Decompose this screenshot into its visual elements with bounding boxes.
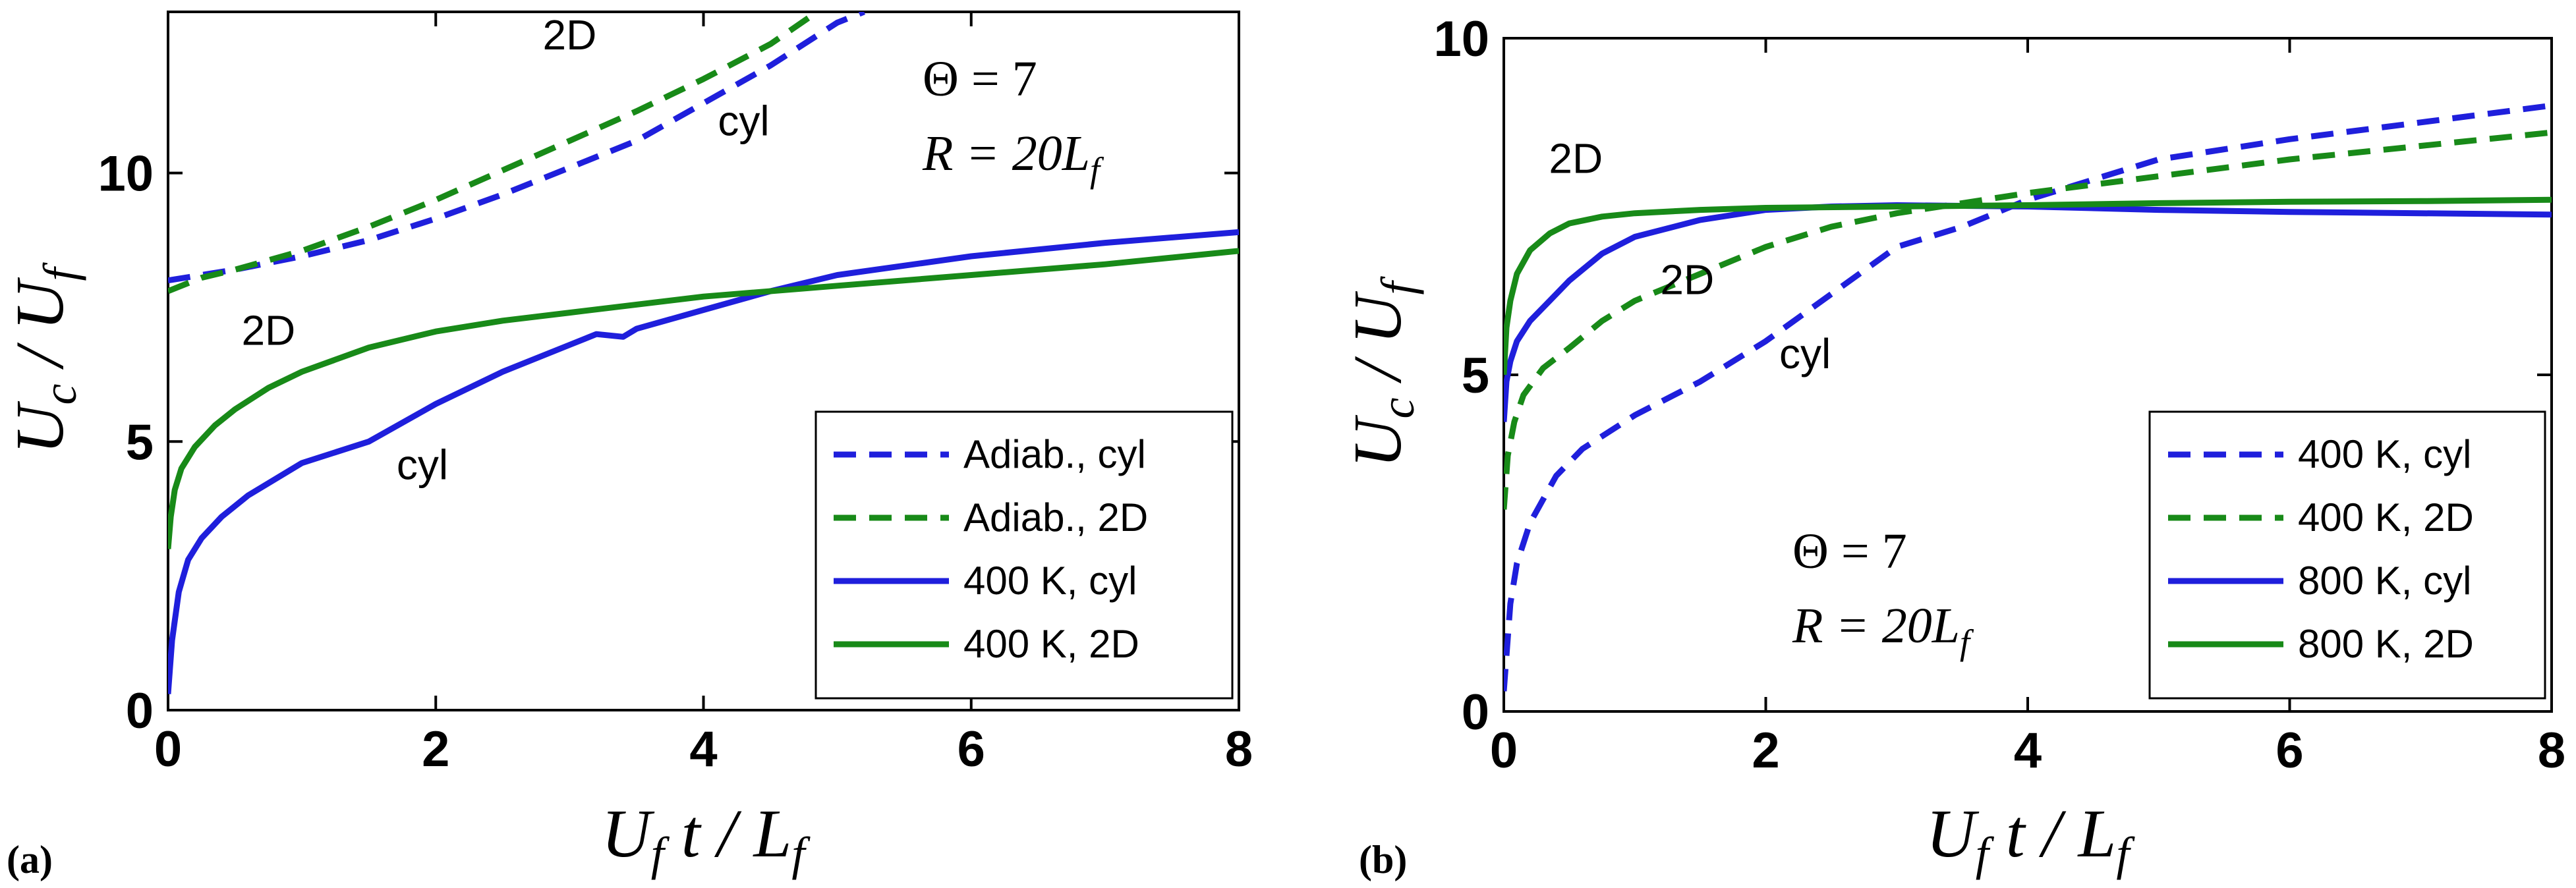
radius-label-b: R = 20Lf — [1792, 598, 1974, 662]
curve-annotation: cyl — [397, 441, 448, 488]
annotations-a: 2D cyl 2D cyl — [241, 11, 769, 488]
theta-label-b: Θ = 7 — [1792, 524, 1907, 579]
curve-annotation: 2D — [542, 11, 596, 59]
x-tick-label: 4 — [2014, 723, 2042, 779]
xlabel-a: Uf t / Lf — [602, 796, 811, 880]
legend-label: 400 K, 2D — [963, 622, 1139, 666]
series-line-adiab-cyl — [168, 12, 865, 284]
curve-annotation: cyl — [718, 97, 769, 145]
x-tick-label: 2 — [422, 721, 449, 777]
curve-annotation: cyl — [1779, 330, 1831, 377]
y-tick-label: 10 — [98, 146, 154, 202]
series-line-400-k-2d — [168, 248, 1239, 549]
legend-label: 400 K, cyl — [963, 559, 1137, 603]
y-tick-label: 5 — [126, 414, 154, 470]
curve-annotation: 2D — [1549, 134, 1603, 182]
ticks-a: 0 2 4 6 8 0 5 10 — [98, 12, 1253, 777]
annotations-b: 2D 2D cyl — [1549, 134, 1831, 377]
panel-b: 0 2 4 6 8 0 5 10 2D 2D cyl Θ = 7 R = 20Lf 400 K, … — [1340, 11, 2565, 881]
legend-a: Adiab., cyl Adiab., 2D 400 K, cyl 400 K, 2D — [815, 410, 1234, 700]
x-tick-label: 0 — [1490, 723, 1518, 779]
radius-label-a: R = 20Lf — [922, 126, 1104, 190]
series-line-800-k-2d — [1504, 196, 2552, 375]
x-tick-label: 4 — [689, 721, 717, 777]
ylabel-b: Uc / Uf — [1340, 275, 1424, 468]
curve-annotation: 2D — [1660, 256, 1714, 303]
theta-label-a: Θ = 7 — [923, 51, 1037, 107]
legend-b: 400 K, cyl 400 K, 2D 800 K, cyl 800 K, 2D — [2148, 410, 2546, 700]
legend-box-a — [815, 410, 1234, 700]
x-tick-label: 6 — [2275, 723, 2303, 779]
panel-a: 0 2 4 6 8 0 5 10 2D cyl 2D cyl Θ = 7 R = 20Lf Adia… — [2, 11, 1253, 881]
series-line-400-k-cyl — [168, 229, 1239, 694]
legend-label: 400 K, cyl — [2298, 432, 2471, 476]
legend-label: 800 K, cyl — [2298, 559, 2471, 603]
legend-label: Adiab., cyl — [963, 432, 1146, 476]
series-line-800-k-cyl — [1504, 202, 2552, 422]
x-tick-label: 6 — [958, 721, 985, 777]
y-tick-label: 0 — [126, 683, 154, 739]
legend-label: 800 K, 2D — [2298, 622, 2474, 666]
series-line-400-k-2d — [1504, 129, 2552, 510]
panel-label-a: (a) — [7, 838, 53, 881]
curve-annotation: 2D — [241, 307, 295, 354]
series-b — [1504, 102, 2552, 692]
legend-label: 400 K, 2D — [2298, 495, 2474, 540]
ylabel-a: Uc / Uf — [2, 262, 86, 454]
legend-label: Adiab., 2D — [963, 495, 1148, 540]
x-tick-label: 0 — [154, 721, 182, 777]
legend-box-b — [2148, 410, 2546, 700]
x-tick-label: 8 — [1225, 721, 1253, 777]
series-line-400-k-cyl — [1504, 102, 2552, 692]
x-tick-label: 2 — [1752, 723, 1779, 779]
y-tick-label: 0 — [1462, 684, 1489, 740]
series-line-adiab-2d — [168, 12, 819, 294]
series-a — [168, 12, 1239, 694]
x-tick-label: 8 — [2538, 723, 2565, 779]
y-tick-label: 10 — [1433, 11, 1489, 67]
ticks-b: 0 2 4 6 8 0 5 10 — [1433, 11, 2565, 779]
y-tick-label: 5 — [1462, 348, 1489, 404]
panel-label-b: (b) — [1359, 838, 1407, 881]
xlabel-b: Uf t / Lf — [1926, 796, 2136, 880]
